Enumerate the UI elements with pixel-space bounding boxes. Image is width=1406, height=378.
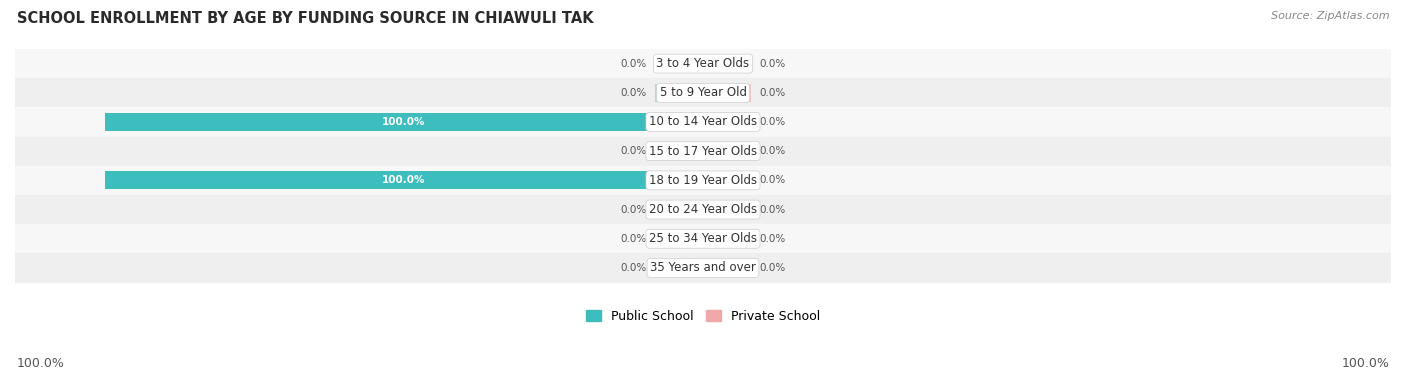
Bar xyxy=(104,113,703,131)
Bar xyxy=(104,171,703,189)
Text: 35 Years and over: 35 Years and over xyxy=(650,262,756,274)
Bar xyxy=(15,195,1391,224)
Bar xyxy=(703,200,751,218)
Bar xyxy=(655,84,703,102)
Text: 100.0%: 100.0% xyxy=(382,117,426,127)
Text: 0.0%: 0.0% xyxy=(620,204,647,215)
Bar xyxy=(703,259,751,277)
Bar xyxy=(655,142,703,160)
Legend: Public School, Private School: Public School, Private School xyxy=(581,305,825,328)
Bar xyxy=(15,78,1391,107)
Text: 100.0%: 100.0% xyxy=(17,358,65,370)
Text: 15 to 17 Year Olds: 15 to 17 Year Olds xyxy=(650,145,756,158)
Text: 0.0%: 0.0% xyxy=(759,175,786,185)
Bar xyxy=(703,230,751,248)
Text: 25 to 34 Year Olds: 25 to 34 Year Olds xyxy=(650,232,756,245)
Bar xyxy=(703,84,751,102)
Text: 5 to 9 Year Old: 5 to 9 Year Old xyxy=(659,86,747,99)
Bar xyxy=(655,200,703,218)
Text: 0.0%: 0.0% xyxy=(759,263,786,273)
Text: 18 to 19 Year Olds: 18 to 19 Year Olds xyxy=(650,174,756,187)
Bar xyxy=(15,224,1391,253)
Bar xyxy=(703,142,751,160)
Bar xyxy=(15,253,1391,282)
Text: 0.0%: 0.0% xyxy=(759,117,786,127)
Bar xyxy=(655,259,703,277)
Text: 20 to 24 Year Olds: 20 to 24 Year Olds xyxy=(650,203,756,216)
Text: 10 to 14 Year Olds: 10 to 14 Year Olds xyxy=(650,116,756,129)
Text: 0.0%: 0.0% xyxy=(620,263,647,273)
Text: 0.0%: 0.0% xyxy=(759,88,786,98)
Text: SCHOOL ENROLLMENT BY AGE BY FUNDING SOURCE IN CHIAWULI TAK: SCHOOL ENROLLMENT BY AGE BY FUNDING SOUR… xyxy=(17,11,593,26)
Text: 0.0%: 0.0% xyxy=(620,146,647,156)
Bar xyxy=(15,136,1391,166)
Text: 100.0%: 100.0% xyxy=(1341,358,1389,370)
Text: 0.0%: 0.0% xyxy=(759,204,786,215)
Text: 0.0%: 0.0% xyxy=(620,59,647,69)
Text: 3 to 4 Year Olds: 3 to 4 Year Olds xyxy=(657,57,749,70)
Bar xyxy=(15,107,1391,136)
Bar xyxy=(703,171,751,189)
Text: 100.0%: 100.0% xyxy=(382,175,426,185)
Bar xyxy=(655,54,703,73)
Bar xyxy=(703,113,751,131)
Text: Source: ZipAtlas.com: Source: ZipAtlas.com xyxy=(1271,11,1389,21)
Text: 0.0%: 0.0% xyxy=(759,146,786,156)
Bar xyxy=(703,54,751,73)
Text: 0.0%: 0.0% xyxy=(620,88,647,98)
Bar xyxy=(655,230,703,248)
Bar xyxy=(15,49,1391,78)
Text: 0.0%: 0.0% xyxy=(759,59,786,69)
Text: 0.0%: 0.0% xyxy=(620,234,647,244)
Bar xyxy=(15,166,1391,195)
Text: 0.0%: 0.0% xyxy=(759,234,786,244)
